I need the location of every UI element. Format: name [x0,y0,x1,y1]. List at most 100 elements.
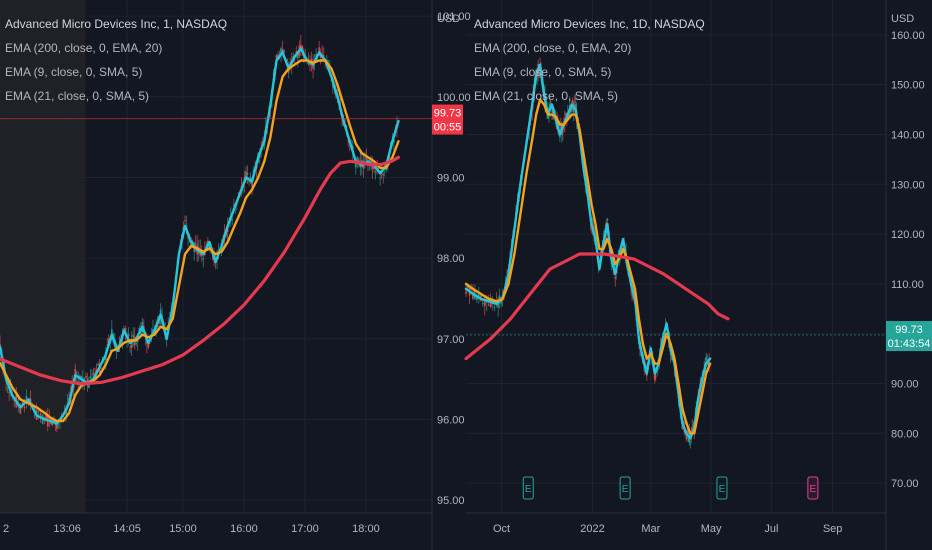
chart-title: Advanced Micro Devices Inc, 1, NASDAQ [5,17,227,31]
candle-body [89,376,92,379]
candle-body [481,303,484,305]
candle-body [281,49,284,53]
candle-body [106,344,109,346]
candle-body [237,193,240,195]
candle-body [277,55,279,58]
y-tick-label: 100.00 [437,92,471,104]
y-tick-label: 95.00 [437,495,465,507]
y-tick-label: 160.00 [891,30,925,42]
candle-body [296,53,299,59]
x-tick-label: 18:00 [352,523,380,535]
candle-body [538,70,541,72]
earnings-marker-box [807,476,819,500]
candle-body [246,173,249,175]
candle-body [127,333,130,337]
candle-body [374,171,377,173]
premarket-shade [0,0,86,513]
y-tick-label: 140.00 [891,129,925,141]
candle-body [485,301,488,303]
y-tick-label: 101.00 [437,11,471,23]
candle-body [45,413,48,419]
earnings-marker-label: E [622,484,629,495]
candle-body [364,159,366,161]
candle-body [550,103,552,104]
y-tick-label: 130.00 [891,179,925,191]
candle-body [685,436,688,440]
candle-body [205,244,208,246]
candle-body [8,392,11,393]
ema-series-line-1 [464,63,712,440]
candle-body [681,424,684,430]
candle-body [100,367,103,369]
chart-title: Advanced Micro Devices Inc, 1D, NASDAQ [474,17,705,31]
y-tick-label: 110.00 [891,279,924,291]
y-tick-label: 96.00 [437,414,465,426]
candle-body [692,424,695,426]
candle-body [56,423,58,429]
legend-entry-2: EMA (9, close, 0, SMA, 5) [5,65,142,79]
last-price-badge [432,104,463,135]
last-price-timer: 01:43:54 [888,338,931,350]
candle-body [614,276,617,279]
candle-body [0,344,1,346]
candle-body [465,291,467,295]
x-tick-label: Sep [823,523,843,535]
ema-series-line-2 [0,59,400,423]
candle-body [51,420,54,426]
candle-body [669,352,672,355]
candle-body [101,357,104,359]
candle-body [354,161,357,168]
candle-body [248,181,250,183]
candle-body [559,126,562,131]
y-tick-label: 97.00 [437,334,465,346]
candle-body [191,240,194,243]
y-tick-label: 80.00 [891,428,919,440]
candle-body [379,177,382,179]
y-tick-label: 70.00 [891,478,919,490]
earnings-marker-label: E [810,484,817,495]
candle-body [130,338,133,348]
y-tick-label: 150.00 [891,80,925,92]
last-price-value: 99.73 [895,324,923,336]
candle-body [564,113,567,115]
candle-body [156,325,159,327]
candle-body [365,156,368,160]
candle-body [330,80,333,82]
last-price-badge [886,321,932,352]
candle-body [645,374,648,376]
earnings-marker: E [807,476,819,500]
candle-body [309,63,311,66]
candle-body [373,167,375,169]
candle-body [132,334,135,338]
candle-body [574,104,577,110]
candle-body [21,402,24,404]
candle-body [392,138,395,143]
y-tick-label: 98.00 [437,253,465,265]
candle-body [6,387,9,389]
earnings-marker: E [619,476,631,500]
candle-body [367,165,369,167]
candle-body [310,58,313,63]
earnings-marker-label: E [719,484,726,495]
candle-body [477,292,480,299]
earnings-marker-box [716,476,728,500]
candle-body [232,205,235,207]
candle-body [570,109,573,111]
earnings-marker-label: E [525,484,532,495]
y-tick-label: 90.00 [891,379,919,391]
right-chart-panel[interactable]: 160.00150.00140.00130.00120.00110.00100.… [464,0,932,550]
candle-body [643,370,646,372]
currency-label: USD [437,13,460,25]
candle-body [654,375,657,378]
candle-body [81,377,84,386]
legend-entry-1: EMA (200, close, 0, EMA, 20) [5,41,162,55]
candle-body [549,104,551,109]
last-price-value: 99.73 [434,108,462,120]
x-tick-label: 15:00 [169,523,197,535]
legend-entry-3: EMA (21, close, 0, SMA, 5) [5,89,149,103]
left-chart-panel[interactable]: 101.00 100.00 99.00 98.00 97.00 96.00 95.00 2 13… [0,0,471,550]
candle-body [97,364,99,365]
candle-body [37,410,40,412]
candle-body [706,356,709,358]
